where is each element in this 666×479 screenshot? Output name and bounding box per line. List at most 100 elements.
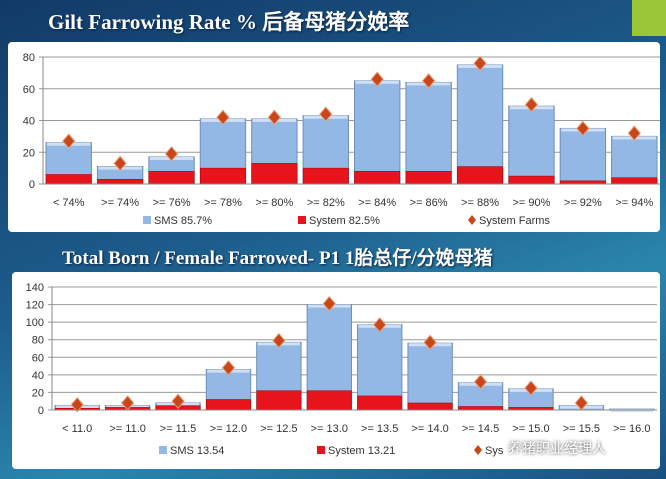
legend-swatch <box>474 445 482 455</box>
x-tick-label: >= 12.0 <box>210 423 247 435</box>
legend-swatch <box>468 215 476 225</box>
legend-label: SMS 13.54 <box>170 445 224 457</box>
x-tick-label: >= 13.5 <box>361 423 398 435</box>
bar-system <box>405 171 452 185</box>
legend-label: System 82.5% <box>309 215 380 227</box>
marker-system-farms <box>113 155 127 172</box>
bar-sms <box>407 342 453 411</box>
x-tick-label: >= 90% <box>512 197 550 209</box>
y-tick-label: 140 <box>26 282 44 294</box>
x-tick-label: >= 76% <box>153 197 191 209</box>
x-tick-label: >= 82% <box>307 197 345 209</box>
bar-system <box>611 177 658 185</box>
marker-system-farms <box>576 120 590 137</box>
x-tick-label: >= 11.0 <box>109 423 146 435</box>
bar-system <box>97 178 144 185</box>
x-tick-label: >= 14.5 <box>462 423 499 435</box>
y-tick-label: 40 <box>32 370 44 382</box>
bar-system <box>407 402 453 411</box>
marker-system-farms <box>62 133 76 149</box>
chart-panel-total-born: 0 20 40 60 80 100 120 140 < 11.0 >= 11.0 >= 11.5 >=… <box>12 272 660 469</box>
x-tick-label: < 11.0 <box>62 423 92 435</box>
bar-system <box>302 167 349 185</box>
bar-system <box>251 163 298 185</box>
legend-swatch <box>317 446 325 454</box>
marker-system-farms <box>221 360 236 376</box>
marker-system-farms <box>164 146 179 162</box>
accent-block <box>632 0 666 36</box>
x-tick-label: >= 11.5 <box>160 423 197 435</box>
marker-system-farms <box>627 125 641 141</box>
marker-system-farms <box>319 106 333 122</box>
y-tick-label: 80 <box>23 52 35 64</box>
legend-label: System Farms <box>479 215 550 227</box>
y-tick-label: 40 <box>23 116 35 128</box>
marker-system-farms <box>473 55 487 72</box>
bar-system <box>508 175 555 185</box>
bar-system <box>457 166 504 185</box>
x-tick-label: >= 88% <box>461 197 499 209</box>
y-tick-label: 60 <box>23 84 35 96</box>
x-tick-label: >= 16.0 <box>613 423 650 435</box>
bar-system <box>148 171 195 185</box>
marker-system-farms <box>421 73 436 89</box>
bar-system <box>306 390 352 411</box>
bar-system <box>200 167 246 185</box>
y-tick-label: 100 <box>26 317 44 329</box>
marker-system-farms <box>423 334 437 351</box>
marker-system-farms <box>524 380 538 396</box>
legend-swatch <box>298 216 306 224</box>
marker-system-farms <box>272 332 286 349</box>
legend-label: SMS 85.7% <box>154 215 212 227</box>
legend-swatch <box>159 446 167 454</box>
x-tick-label: >= 14.0 <box>411 423 448 435</box>
marker-system-farms <box>267 109 282 126</box>
x-tick-label: >= 94% <box>615 197 653 209</box>
chart-gilt-farrowing: 0 20 40 60 80 < 74% >= 74% >= 76% >= 78% >= 80% >=… <box>23 52 660 227</box>
x-tick-label: >= 12.5 <box>260 423 297 435</box>
watermark: 养猪职业经理人 <box>508 440 606 456</box>
marker-system-farms <box>473 374 488 390</box>
y-tick-label: 80 <box>32 335 44 347</box>
y-tick-label: 20 <box>32 387 44 399</box>
bar-sms <box>456 64 504 185</box>
chart-title-1: Gilt Farrowing Rate % 后备母猪分娩率 <box>48 10 410 34</box>
bar-sms <box>405 81 452 185</box>
bar-sms <box>559 127 607 185</box>
marker-system-farms <box>70 396 84 413</box>
marker-system-farms <box>370 71 384 87</box>
bar-system <box>256 390 302 411</box>
x-tick-label: >= 78% <box>204 197 242 209</box>
x-tick-label: >= 74% <box>101 197 139 209</box>
bar-sms <box>354 80 401 185</box>
chart-total-born: 0 20 40 60 80 100 120 140 < 11.0 >= 11.0 >= 11.5 >=… <box>26 282 657 457</box>
x-tick-label: >= 84% <box>358 197 396 209</box>
bar-system <box>354 171 401 185</box>
bar-system <box>357 395 403 411</box>
marker-system-farms <box>171 393 185 409</box>
marker-system-farms <box>373 317 387 333</box>
marker-system-farms <box>322 295 336 312</box>
legend-label: System 13.21 <box>328 445 395 457</box>
y-tick-label: 60 <box>32 352 44 364</box>
y-tick-label: 0 <box>38 405 44 417</box>
x-tick-label: >= 13.0 <box>311 423 348 435</box>
bar-system <box>45 174 92 185</box>
bar-sms <box>611 135 658 185</box>
bar-sms-highlight <box>610 409 653 413</box>
legend-label: Sys <box>485 445 504 457</box>
x-tick-label: >= 86% <box>410 197 448 209</box>
x-tick-label: >= 15.0 <box>512 423 549 435</box>
x-tick-label: >= 15.5 <box>563 423 600 435</box>
x-tick-label: < 74% <box>53 197 85 209</box>
x-tick-label: >= 92% <box>564 197 602 209</box>
marker-system-farms <box>216 109 230 126</box>
bar-system <box>206 399 251 411</box>
y-tick-label: 20 <box>23 147 35 159</box>
y-tick-label: 120 <box>26 300 44 312</box>
y-tick-label: 0 <box>29 179 35 191</box>
legend-swatch <box>143 216 151 224</box>
x-tick-label: >= 80% <box>255 197 293 209</box>
bar-sms <box>508 105 555 185</box>
chart-title-2: Total Born / Female Farrowed- P1 1胎总仔/分娩… <box>62 248 493 269</box>
